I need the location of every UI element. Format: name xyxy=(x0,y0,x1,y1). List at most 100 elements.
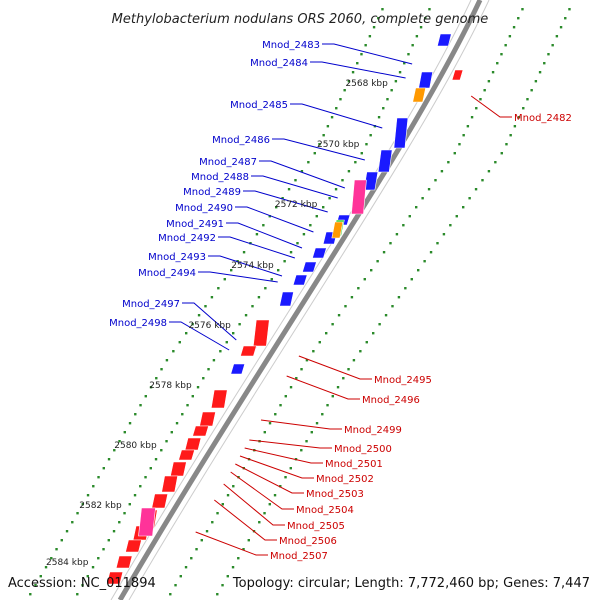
tick-dot xyxy=(368,35,372,38)
tick-dot xyxy=(169,593,172,596)
tick-dot xyxy=(512,26,516,29)
tick-dot xyxy=(284,395,287,398)
tick-dot xyxy=(419,26,423,29)
tick-dot xyxy=(263,431,266,434)
tick-dot xyxy=(417,269,420,272)
forward-gene-label: Mnod_2488 xyxy=(191,172,249,183)
tick-dot xyxy=(217,287,220,290)
kbp-mark: 2568 kbp xyxy=(345,79,388,89)
tick-dot xyxy=(500,152,503,155)
tick-dot xyxy=(403,62,406,65)
leader-line xyxy=(198,271,278,283)
tick-dot xyxy=(284,476,287,479)
tick-dot xyxy=(326,404,329,407)
forward-gene-label: Mnod_2487 xyxy=(199,157,257,168)
leader-line xyxy=(223,483,285,526)
tick-dot xyxy=(339,98,342,101)
tick-dot xyxy=(294,179,297,182)
gene-arrow xyxy=(184,437,202,451)
tick-dot xyxy=(221,503,224,506)
tick-dot xyxy=(411,44,414,47)
forward-gene-label: Mnod_2491 xyxy=(166,219,224,230)
tick-dot xyxy=(547,53,550,56)
tick-dot xyxy=(155,377,158,380)
tick-dot xyxy=(370,269,373,272)
tick-dot xyxy=(381,8,384,11)
tick-dot xyxy=(500,53,503,56)
tick-dot xyxy=(216,593,219,596)
leader-line xyxy=(214,499,277,541)
tick-dot xyxy=(360,53,363,56)
kbp-mark: 2582 kbp xyxy=(79,501,122,511)
tick-dot xyxy=(305,359,309,362)
tick-dot xyxy=(190,557,193,560)
tick-dot xyxy=(390,89,393,92)
tick-dot xyxy=(200,539,203,542)
tick-dot xyxy=(186,404,189,407)
leader-line xyxy=(218,236,296,259)
tick-dot xyxy=(321,413,324,416)
tick-dot xyxy=(225,341,228,344)
tick-dot xyxy=(551,44,554,47)
tick-dot xyxy=(55,548,58,551)
tick-dot xyxy=(313,152,316,155)
tick-dot xyxy=(337,314,341,317)
tick-dot xyxy=(300,170,304,173)
gene-arrow xyxy=(312,247,327,259)
tick-dot xyxy=(92,485,95,488)
forward-gene-label: Mnod_2492 xyxy=(158,233,216,244)
tick-dot xyxy=(255,233,259,236)
tick-dot xyxy=(440,170,444,173)
tick-dot xyxy=(219,350,222,353)
tick-dot xyxy=(386,98,389,101)
tick-dot xyxy=(377,116,381,119)
tick-dot xyxy=(382,251,386,254)
tick-dot xyxy=(423,260,426,263)
forward-gene-label: Mnod_2493 xyxy=(148,252,206,263)
tick-dot xyxy=(273,494,277,497)
tick-dot xyxy=(279,404,282,407)
tick-dot xyxy=(181,413,184,416)
tick-dot xyxy=(455,215,458,218)
tick-dot xyxy=(342,377,345,380)
tick-dot xyxy=(356,62,359,65)
leader-line xyxy=(243,190,328,213)
tick-dot xyxy=(397,296,401,299)
gene-arrow xyxy=(106,571,124,585)
tick-dot xyxy=(44,566,48,569)
tick-dot xyxy=(404,287,407,290)
leader-line xyxy=(235,463,304,494)
tick-dot xyxy=(179,575,182,578)
reverse-gene-label: Mnod_2482 xyxy=(514,113,572,124)
tick-dot xyxy=(559,26,563,29)
tick-dot xyxy=(468,197,471,200)
tick-dot xyxy=(415,35,419,38)
tick-dot xyxy=(479,98,482,101)
leader-line xyxy=(249,439,332,449)
tick-dot xyxy=(231,566,235,569)
tick-dot xyxy=(242,251,246,254)
tick-dot xyxy=(237,557,240,560)
tick-dot xyxy=(410,278,413,281)
reverse-gene-label: Mnod_2495 xyxy=(374,375,432,386)
tick-dot xyxy=(521,8,524,11)
tick-dot xyxy=(359,350,362,353)
tick-dot xyxy=(251,305,254,308)
tick-dot xyxy=(191,323,194,326)
forward-gene-label: Mnod_2490 xyxy=(175,203,233,214)
tick-dot xyxy=(335,107,338,110)
tick-dot xyxy=(165,440,168,443)
leader-line xyxy=(251,175,338,199)
tick-dot xyxy=(81,584,84,587)
reverse-gene-label: Mnod_2505 xyxy=(287,521,345,532)
tick-dot xyxy=(210,296,214,299)
tick-dot xyxy=(283,260,286,263)
tick-dot xyxy=(296,242,299,245)
tick-dot xyxy=(287,188,291,191)
tick-dot xyxy=(347,170,351,173)
tick-dot xyxy=(102,467,105,470)
gene-arrow xyxy=(451,69,464,81)
tick-dot xyxy=(178,341,181,344)
tick-dot xyxy=(184,566,188,569)
tick-dot xyxy=(334,188,338,191)
